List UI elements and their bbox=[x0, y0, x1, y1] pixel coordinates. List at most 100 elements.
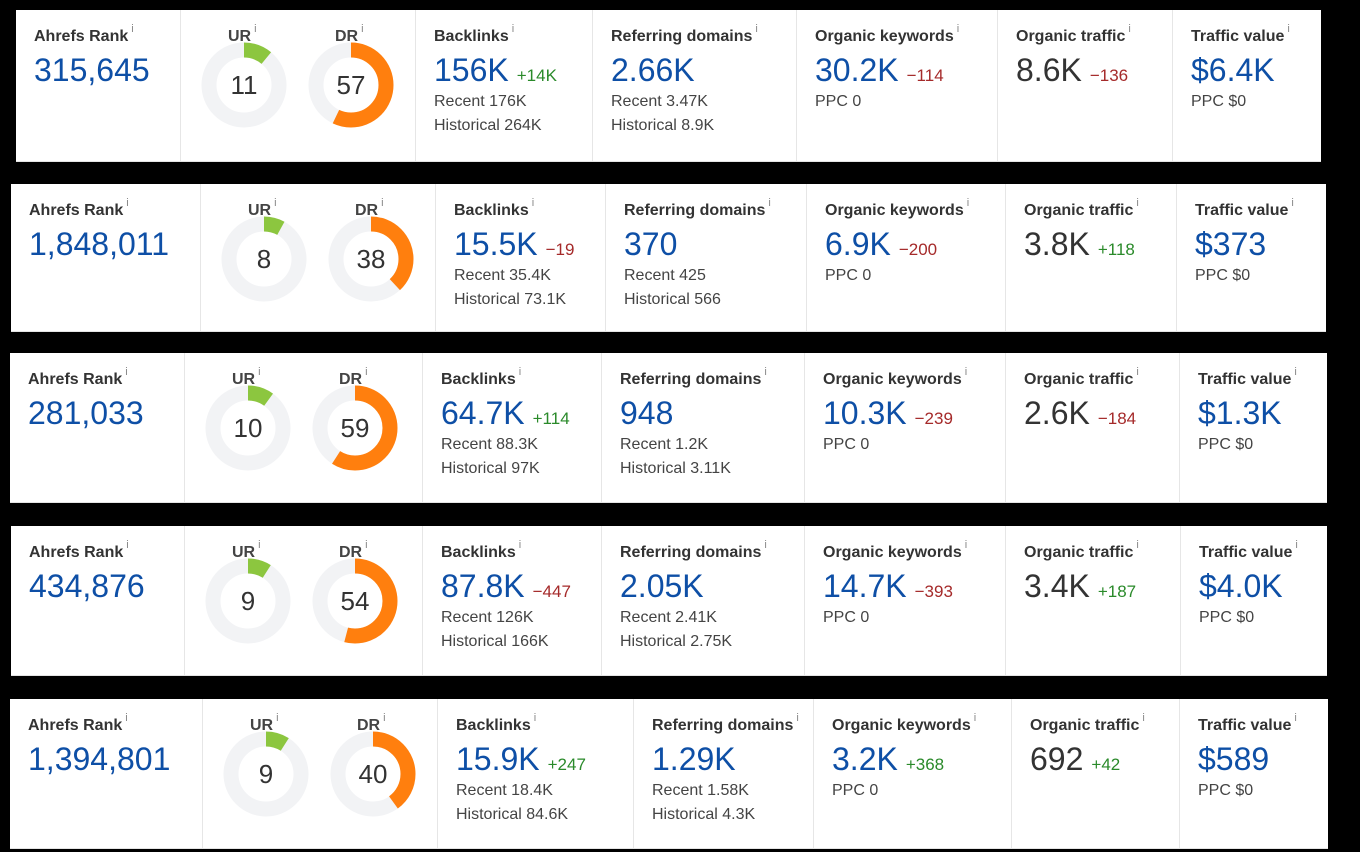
backlinks-delta: −19 bbox=[545, 240, 575, 259]
organic-traffic-label-wrap: Organic traffic i bbox=[1030, 712, 1179, 735]
referring-domains-value[interactable]: 2.66K bbox=[611, 52, 695, 88]
backlinks-value[interactable]: 156K bbox=[434, 52, 509, 88]
referring-domains-label-wrap: Referring domains i bbox=[652, 712, 813, 735]
info-icon[interactable]: i bbox=[274, 197, 277, 209]
traffic-value-value-row: $373 bbox=[1195, 226, 1326, 262]
organic-traffic-value[interactable]: 2.6K bbox=[1024, 395, 1090, 431]
traffic-value-value[interactable]: $6.4K bbox=[1191, 52, 1275, 88]
info-icon[interactable]: i bbox=[1291, 197, 1294, 209]
dr-gauge: 40 bbox=[328, 729, 418, 819]
info-icon[interactable]: i bbox=[964, 366, 968, 378]
organic-keywords-value[interactable]: 14.7K bbox=[823, 568, 907, 604]
referring-domains-label: Referring domains bbox=[620, 371, 762, 388]
organic-traffic-delta: −136 bbox=[1089, 66, 1129, 85]
info-icon[interactable]: i bbox=[956, 23, 960, 35]
info-icon[interactable]: i bbox=[973, 712, 977, 724]
info-icon[interactable]: i bbox=[755, 23, 758, 35]
metric-column: Backlinks i 15.9K +247 Recent 18.4K Historica… bbox=[438, 699, 634, 848]
ahrefs-rank-label-wrap: Ahrefs Rank i bbox=[34, 23, 180, 46]
backlinks-value[interactable]: 15.5K bbox=[454, 226, 538, 262]
info-icon[interactable]: i bbox=[1136, 539, 1139, 551]
ur-gauge-chart bbox=[205, 558, 291, 644]
info-icon[interactable]: i bbox=[764, 366, 767, 378]
referring-domains-value[interactable]: 1.29K bbox=[652, 741, 736, 777]
organic-traffic-label: Organic traffic bbox=[1024, 202, 1134, 219]
traffic-value-value[interactable]: $373 bbox=[1195, 226, 1267, 262]
info-icon[interactable]: i bbox=[1128, 23, 1131, 35]
metric-column: Traffic value i $6.4K PPC $0 bbox=[1173, 10, 1320, 161]
info-icon[interactable]: i bbox=[1287, 23, 1290, 35]
backlinks-value[interactable]: 15.9K bbox=[456, 741, 540, 777]
referring-domains-recent: Recent 3.47K bbox=[611, 93, 708, 110]
metric-column: 9 UR i 40 DR i bbox=[203, 699, 438, 848]
organic-traffic-value[interactable]: 8.6K bbox=[1016, 52, 1082, 88]
info-icon[interactable]: i bbox=[1294, 366, 1297, 378]
metric-column: Referring domains i 2.66K Recent 3.47K Histo… bbox=[593, 10, 797, 161]
info-icon[interactable]: i bbox=[131, 23, 134, 35]
info-icon[interactable]: i bbox=[768, 197, 771, 209]
referring-domains-recent: Recent 1.2K bbox=[620, 436, 709, 453]
info-icon[interactable]: i bbox=[511, 23, 515, 35]
ahrefs-rank-label: Ahrefs Rank bbox=[28, 717, 123, 734]
organic-traffic-value[interactable]: 3.4K bbox=[1024, 568, 1090, 604]
referring-domains-value[interactable]: 2.05K bbox=[620, 568, 704, 604]
metric-column: Organic keywords i 10.3K −239 PPC 0 bbox=[805, 353, 1006, 502]
ahrefs-rank-value[interactable]: 1,848,011 bbox=[29, 226, 169, 262]
ur-gauge: 11 bbox=[199, 40, 289, 130]
info-icon[interactable]: i bbox=[381, 197, 384, 209]
info-icon[interactable]: i bbox=[361, 23, 364, 35]
traffic-value-value[interactable]: $589 bbox=[1198, 741, 1270, 777]
organic-traffic-delta: +118 bbox=[1097, 240, 1135, 259]
info-icon[interactable]: i bbox=[258, 366, 261, 378]
backlinks-label-wrap: Backlinks i bbox=[454, 197, 605, 220]
ahrefs-rank-value[interactable]: 1,394,801 bbox=[28, 741, 171, 777]
referring-domains-recent: Recent 2.41K bbox=[620, 609, 717, 626]
info-icon[interactable]: i bbox=[1142, 712, 1145, 724]
info-icon[interactable]: i bbox=[365, 539, 368, 551]
info-icon[interactable]: i bbox=[276, 712, 279, 724]
info-icon[interactable]: i bbox=[796, 712, 799, 724]
metric-column: 9 UR i 54 DR i bbox=[185, 526, 423, 675]
info-icon[interactable]: i bbox=[1294, 712, 1297, 724]
organic-keywords-value[interactable]: 6.9K bbox=[825, 226, 891, 262]
referring-domains-value[interactable]: 370 bbox=[624, 226, 678, 262]
info-icon[interactable]: i bbox=[365, 366, 368, 378]
info-icon[interactable]: i bbox=[1136, 366, 1139, 378]
ahrefs-rank-label: Ahrefs Rank bbox=[34, 28, 129, 45]
info-icon[interactable]: i bbox=[125, 366, 128, 378]
referring-domains-value[interactable]: 948 bbox=[620, 395, 674, 431]
traffic-value-value[interactable]: $4.0K bbox=[1199, 568, 1283, 604]
organic-keywords-value[interactable]: 30.2K bbox=[815, 52, 899, 88]
info-icon[interactable]: i bbox=[518, 366, 522, 378]
dr-label: DR bbox=[339, 544, 363, 561]
info-icon[interactable]: i bbox=[126, 539, 129, 551]
info-icon[interactable]: i bbox=[1136, 197, 1139, 209]
organic-keywords-value[interactable]: 10.3K bbox=[823, 395, 907, 431]
organic-traffic-value[interactable]: 692 bbox=[1030, 741, 1084, 777]
info-icon[interactable]: i bbox=[518, 539, 522, 551]
traffic-value-value[interactable]: $1.3K bbox=[1198, 395, 1282, 431]
info-icon[interactable]: i bbox=[383, 712, 386, 724]
info-icon[interactable]: i bbox=[533, 712, 537, 724]
ahrefs-rank-value[interactable]: 281,033 bbox=[28, 395, 144, 431]
ahrefs-rank-value[interactable]: 434,876 bbox=[29, 568, 145, 604]
organic-traffic-value[interactable]: 3.8K bbox=[1024, 226, 1090, 262]
backlinks-value[interactable]: 87.8K bbox=[441, 568, 525, 604]
info-icon[interactable]: i bbox=[966, 197, 970, 209]
metric-column: Ahrefs Rank i 281,033 bbox=[10, 353, 185, 502]
info-icon[interactable]: i bbox=[1295, 539, 1298, 551]
info-icon[interactable]: i bbox=[258, 539, 261, 551]
referring-domains-value-row: 948 bbox=[620, 395, 804, 431]
metric-column: Organic keywords i 14.7K −393 PPC 0 bbox=[805, 526, 1006, 675]
traffic-value-label: Traffic value bbox=[1195, 202, 1289, 219]
info-icon[interactable]: i bbox=[126, 197, 129, 209]
info-icon[interactable]: i bbox=[254, 23, 257, 35]
ahrefs-rank-value[interactable]: 315,645 bbox=[34, 52, 150, 88]
info-icon[interactable]: i bbox=[531, 197, 535, 209]
info-icon[interactable]: i bbox=[764, 539, 767, 551]
organic-keywords-value[interactable]: 3.2K bbox=[832, 741, 898, 777]
traffic-value-ppc: PPC $0 bbox=[1198, 436, 1254, 453]
backlinks-value[interactable]: 64.7K bbox=[441, 395, 525, 431]
info-icon[interactable]: i bbox=[964, 539, 968, 551]
info-icon[interactable]: i bbox=[125, 712, 128, 724]
